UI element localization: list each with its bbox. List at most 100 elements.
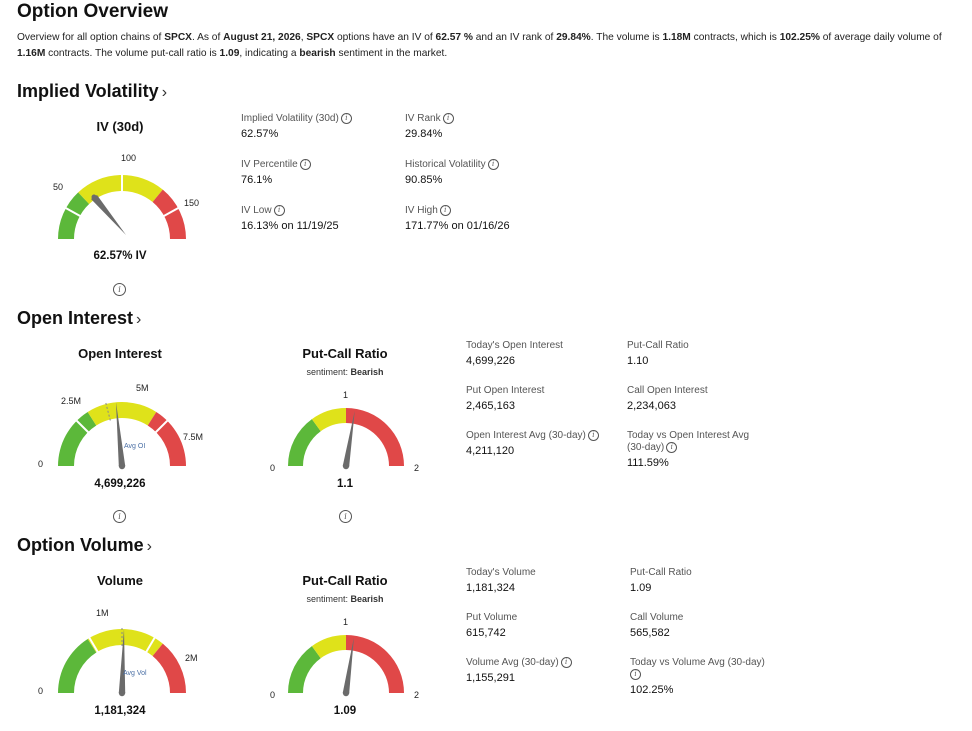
stat-value: 1.09 — [630, 582, 652, 594]
gauge-tick-mark — [145, 636, 156, 654]
summary-pcr: 1.09 — [219, 48, 240, 59]
info-icon[interactable]: i — [630, 669, 641, 680]
stat-value: 615,742 — [466, 627, 506, 639]
gauge-band-yellow — [311, 635, 346, 659]
gauge-needle — [342, 410, 355, 467]
stat-label: IV Percentile i — [241, 159, 311, 170]
sentiment-label: sentiment: — [306, 594, 351, 604]
stat-value: 102.25% — [630, 684, 674, 697]
summary-text: sentiment in the market. — [335, 48, 448, 59]
oi-tick-5m: 5M — [136, 383, 149, 393]
iv-section-title: Implied Volatility — [17, 81, 159, 101]
gauge-band-green — [58, 192, 90, 239]
stat-label-text: IV Low — [241, 205, 272, 217]
oi-gauge — [58, 402, 186, 470]
chevron-right-icon: › — [146, 538, 152, 555]
stat-label: IV Low i — [241, 205, 339, 216]
summary-text: contracts. The volume put-call ratio is — [45, 48, 220, 59]
gauge-band-red — [152, 189, 186, 239]
vol-pcr-title: Put-Call Ratio — [302, 573, 388, 588]
stat-label-text: Implied Volatility (30d) — [241, 113, 339, 125]
vol-pcr-value: 1.09 — [333, 705, 357, 717]
vol-pcr-gauge — [288, 635, 404, 697]
iv-tick-150: 150 — [184, 198, 200, 208]
iv-section-link[interactable]: Implied Volatility › — [17, 81, 167, 102]
summary-volume-pct: 102.25% — [779, 32, 820, 43]
oi-pcr-tick-1: 1 — [343, 390, 349, 400]
stat-value: 171.77% on 01/16/26 — [405, 220, 510, 233]
stat-value: 4,211,120 — [466, 445, 515, 458]
vol-pcr-tick-1: 1 — [343, 617, 349, 627]
iv-tick-50: 50 — [53, 182, 64, 192]
gauge-band-red — [346, 635, 404, 693]
gauge-band-yellow — [78, 175, 163, 205]
stat-label: Today vs Open Interest Avg — [627, 430, 750, 441]
vol-section-link[interactable]: Option Volume › — [17, 535, 152, 556]
oi-pcr-title: Put-Call Ratio — [302, 346, 388, 361]
gauge-needle-hub — [342, 462, 350, 470]
stat-value: 1,155,291 — [466, 672, 515, 685]
stat-label: Put-Call Ratio — [630, 567, 692, 578]
oi-tick-0: 0 — [38, 459, 44, 469]
stat-value: 565,582 — [630, 627, 670, 639]
vol-stat-put: Put Volume 615,742 — [466, 612, 517, 639]
stat-label: Today's Open Interest — [466, 340, 563, 351]
stat-label-text: IV High — [405, 205, 438, 217]
vol-pcr-tick-2: 2 — [414, 690, 420, 700]
stat-label: Put Open Interest — [466, 385, 545, 396]
iv-gauge — [58, 174, 186, 239]
info-icon[interactable]: i — [666, 442, 678, 453]
gauge-band-yellow — [311, 408, 346, 432]
summary-text: . The volume is — [590, 32, 663, 43]
stat-value: 2,465,163 — [466, 400, 515, 412]
stat-label-text: IV Percentile — [241, 159, 298, 171]
gauge-band-green — [58, 638, 97, 693]
oi-stat-avg30: Open Interest Avg (30-day) i 4,211,120 — [466, 430, 599, 457]
vol-stat-today: Today's Volume 1,181,324 — [466, 567, 536, 594]
vol-gauge-title: Volume — [97, 573, 143, 588]
gauge-tick-mark — [154, 419, 169, 434]
oi-info-icon[interactable]: i — [113, 508, 126, 526]
info-icon[interactable]: i — [560, 657, 572, 668]
stat-label-text: IV Rank — [405, 113, 441, 125]
oi-stat-today: Today's Open Interest 4,699,226 — [466, 340, 563, 367]
info-icon[interactable]: i — [299, 159, 311, 170]
vol-gauge — [58, 628, 186, 697]
stat-label: Call Open Interest — [627, 385, 708, 396]
gauge-needle — [118, 629, 126, 694]
stat-label: Put-Call Ratio — [627, 340, 689, 351]
gauge-needle — [115, 402, 126, 467]
info-icon: i — [339, 510, 352, 524]
overview-summary: Overview for all option chains of SPCX. … — [17, 30, 967, 62]
vol-tick-2m: 2M — [185, 653, 198, 663]
stat-value: 29.84% — [405, 128, 443, 141]
summary-text: . As of — [191, 32, 224, 43]
stat-label: Today's Volume — [466, 567, 536, 578]
sentiment-value: Bearish — [350, 367, 384, 377]
iv-stat-iv30: Implied Volatility (30d) i 62.57% — [241, 113, 352, 140]
stat-label-text: Open Interest Avg (30-day) — [466, 430, 586, 442]
stat-label: Put Volume — [466, 612, 518, 623]
gauge-avg-marker — [105, 402, 111, 421]
info-icon[interactable]: i — [587, 430, 599, 441]
oi-stat-today-vs-avg: Today vs Open Interest Avg (30-day) i 111… — [627, 430, 749, 469]
vol-stat-pcr: Put-Call Ratio 1.09 — [630, 567, 692, 594]
summary-date: August 21, 2026 — [223, 32, 301, 43]
oi-section-link[interactable]: Open Interest › — [17, 308, 141, 329]
oi-tick-2.5m: 2.5M — [61, 396, 82, 406]
vol-stat-call: Call Volume 565,582 — [630, 612, 683, 639]
iv-stat-ivpercentile: IV Percentile i 76.1% — [241, 159, 311, 186]
info-icon[interactable]: i — [340, 113, 352, 124]
page-title: Option Overview — [17, 1, 168, 22]
info-icon[interactable]: i — [273, 205, 285, 216]
iv-info-icon[interactable]: i — [113, 281, 126, 299]
stat-value: 90.85% — [405, 174, 443, 187]
gauge-band-yellow — [87, 402, 157, 426]
oi-pcr-info-icon[interactable]: i — [339, 508, 352, 526]
info-icon[interactable]: i — [442, 113, 454, 124]
info-icon[interactable]: i — [439, 205, 451, 216]
stat-label: Call Volume — [630, 612, 684, 623]
info-icon[interactable]: i — [487, 159, 499, 170]
vol-stat-today-vs-avg: Today vs Volume Avg (30-day) i 102.25% — [630, 657, 765, 696]
summary-text: Overview for all option chains of — [17, 32, 165, 43]
